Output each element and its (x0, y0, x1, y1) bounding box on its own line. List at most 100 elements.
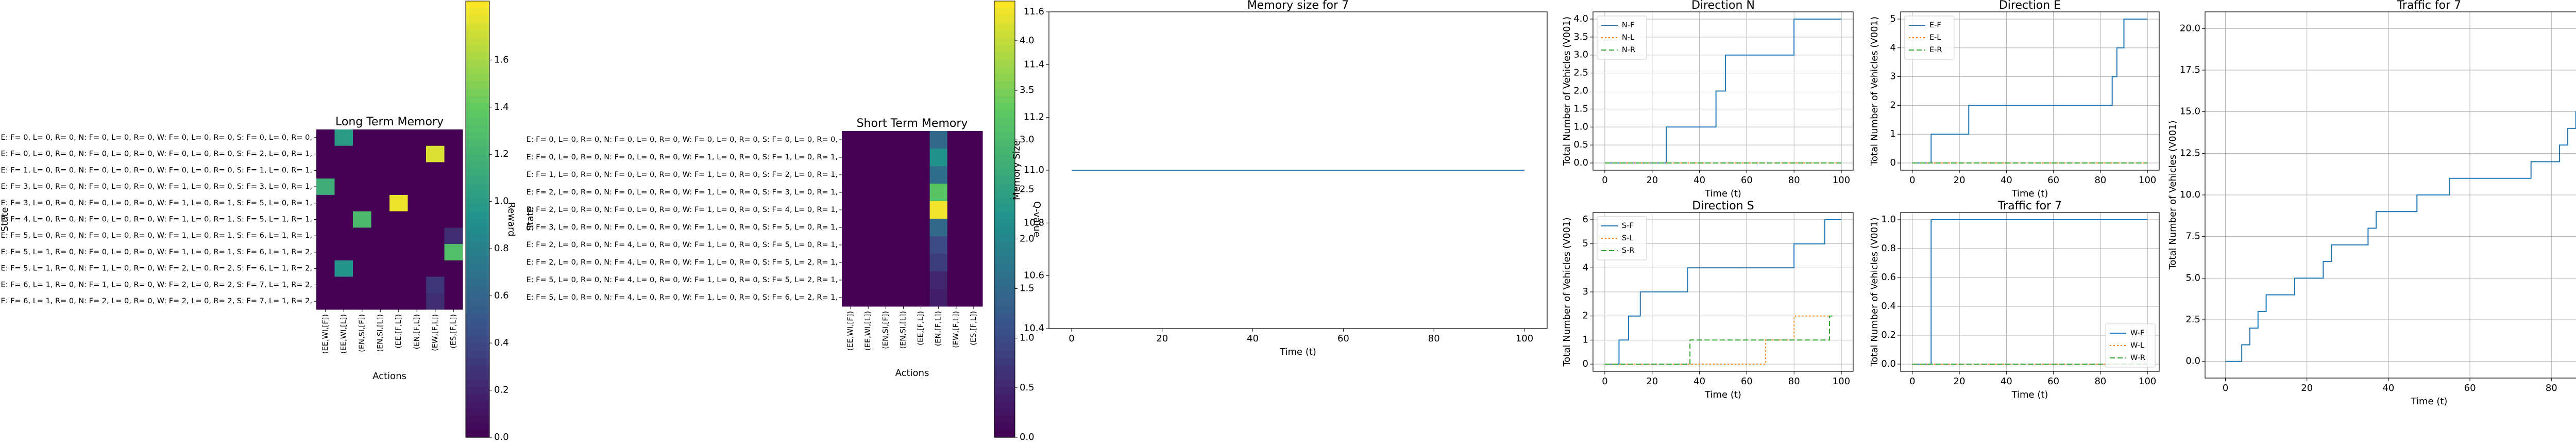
x-tick-label: 80 (1788, 175, 1800, 186)
colorbar-step (466, 415, 489, 423)
x-tick-label: 60 (2047, 175, 2059, 186)
colorbar-tick-label: 3.0 (1020, 134, 1035, 145)
colorbar-tick-label: 0.4 (494, 337, 509, 348)
heatmap-cell (842, 184, 860, 202)
y-tick-label: 0.8 (1881, 243, 1896, 254)
heatmap-cell (929, 184, 948, 202)
heatmap-cell (912, 166, 930, 184)
heatmap-cell (334, 293, 353, 310)
heatmap-cell (947, 131, 965, 149)
colorbar-step (466, 379, 489, 387)
heatmap-cell (426, 129, 445, 146)
colorbar-step (466, 15, 489, 23)
x-tick-label: 60 (1741, 175, 1753, 186)
x-axis-label: Time (t) (1704, 188, 1741, 199)
row-label: E: F= 5, L= 1, R= 0, N: F= 0, L= 0, R= 0… (1, 248, 312, 256)
axes-frame (2205, 11, 2576, 379)
heatmap-cell (947, 271, 965, 289)
heatmap-cell (316, 129, 335, 146)
colorbar-step (994, 190, 1015, 198)
colorbar-step (466, 44, 489, 53)
heatmap-cell (408, 129, 427, 146)
legend: N-F N-L N-R (1597, 15, 1647, 60)
colorbar-step (466, 226, 489, 234)
chart-title: Traffic for 7 (1997, 200, 2062, 212)
x-axis-label: Time (t) (1279, 347, 1316, 357)
heatmap-cell (316, 293, 335, 310)
heatmap-cell (964, 236, 983, 254)
heatmap-cell (947, 236, 965, 254)
y-tick-label: 2 (1583, 310, 1588, 321)
colorbar-step (994, 430, 1015, 438)
heatmap-cell (877, 271, 895, 289)
legend-label: E-L (1929, 34, 1941, 42)
x-tick-label: 100 (2139, 175, 2156, 186)
heatmap-cell (408, 178, 427, 195)
heatmap-cell (912, 254, 930, 272)
heatmap-cell (894, 271, 912, 289)
x-tick-label: 20 (2301, 383, 2313, 394)
y-tick-label: 4 (1890, 42, 1896, 53)
legend-label: S-F (1622, 222, 1634, 230)
heatmap-cell (389, 211, 408, 228)
data-line (1605, 315, 1835, 365)
heatmap-cell (426, 145, 445, 162)
heatmap-cell (964, 149, 983, 167)
colorbar-step (994, 168, 1015, 176)
colorbar-step (994, 401, 1015, 409)
x-tick-label: 40 (2001, 376, 2012, 387)
colorbar-step (994, 263, 1015, 271)
heatmap-cell (371, 194, 390, 212)
heatmap-cell (316, 276, 335, 293)
row-label: E: F= 2, L= 0, R= 0, N: F= 4, L= 0, R= 0… (527, 258, 838, 267)
colorbar-step (994, 386, 1015, 394)
legend: E-F E-L E-R (1904, 15, 1955, 60)
heatmap-cell (316, 211, 335, 228)
colorbar-step (466, 204, 489, 212)
column-label: (EW,[F,L]) (431, 314, 439, 351)
colorbar-step (466, 248, 489, 256)
y-tick-label: 10.0 (2180, 189, 2200, 200)
colorbar-tick-label: 1.4 (494, 102, 509, 112)
colorbar-step (994, 321, 1015, 329)
heatmap-cell (353, 194, 371, 212)
heatmap-cell (842, 131, 860, 149)
colorbar-step (466, 219, 489, 227)
heatmap-cell (389, 178, 408, 195)
heatmap-cell (353, 178, 371, 195)
colorbar-step (466, 255, 489, 264)
y-tick-label: 2.0 (1573, 86, 1588, 96)
row-label: E: F= 0, L= 0, R= 0, N: F= 0, L= 0, R= 0… (1, 134, 312, 142)
colorbar-step (994, 219, 1015, 227)
colorbar-frame (465, 1, 490, 438)
colorbar-tick-label: 2.5 (1020, 184, 1035, 194)
colorbar-step (994, 211, 1015, 220)
row-label: E: F= 6, L= 1, R= 0, N: F= 2, L= 0, R= 0… (1, 297, 312, 305)
y-tick-label: 20.0 (2180, 23, 2200, 34)
y-tick-label: 2.5 (2185, 314, 2200, 325)
heatmap-cell (947, 201, 965, 219)
heatmap-cell (334, 227, 353, 244)
y-tick-label: 2.5 (1573, 68, 1588, 78)
colorbar-step (994, 95, 1015, 103)
x-tick-label: 20 (1156, 333, 1168, 344)
colorbar-tick-label: 1.2 (494, 149, 509, 159)
colorbar-tick-label: 0.6 (494, 290, 509, 301)
legend-label: W-L (2130, 341, 2144, 350)
legend: S-F S-L S-R (1597, 216, 1647, 260)
column-label: (EN,SI,[L]) (376, 314, 384, 352)
colorbar-step (466, 241, 489, 249)
colorbar-step (994, 103, 1015, 111)
colorbar-step (994, 284, 1015, 292)
row-label: E: F= 3, L= 0, R= 0, N: F= 0, L= 0, R= 0… (1, 199, 312, 207)
heatmap-cell (316, 227, 335, 244)
heatmap-cell (371, 129, 390, 146)
colorbar-step (994, 292, 1015, 300)
colorbar-step (994, 372, 1015, 380)
colorbar-step (466, 314, 489, 321)
colorbar-tick-label: 1.6 (494, 54, 509, 65)
heatmap-cell (929, 131, 948, 149)
heatmap-cell (353, 211, 371, 228)
heatmap-cell (334, 276, 353, 293)
heatmap-cell (353, 145, 371, 162)
